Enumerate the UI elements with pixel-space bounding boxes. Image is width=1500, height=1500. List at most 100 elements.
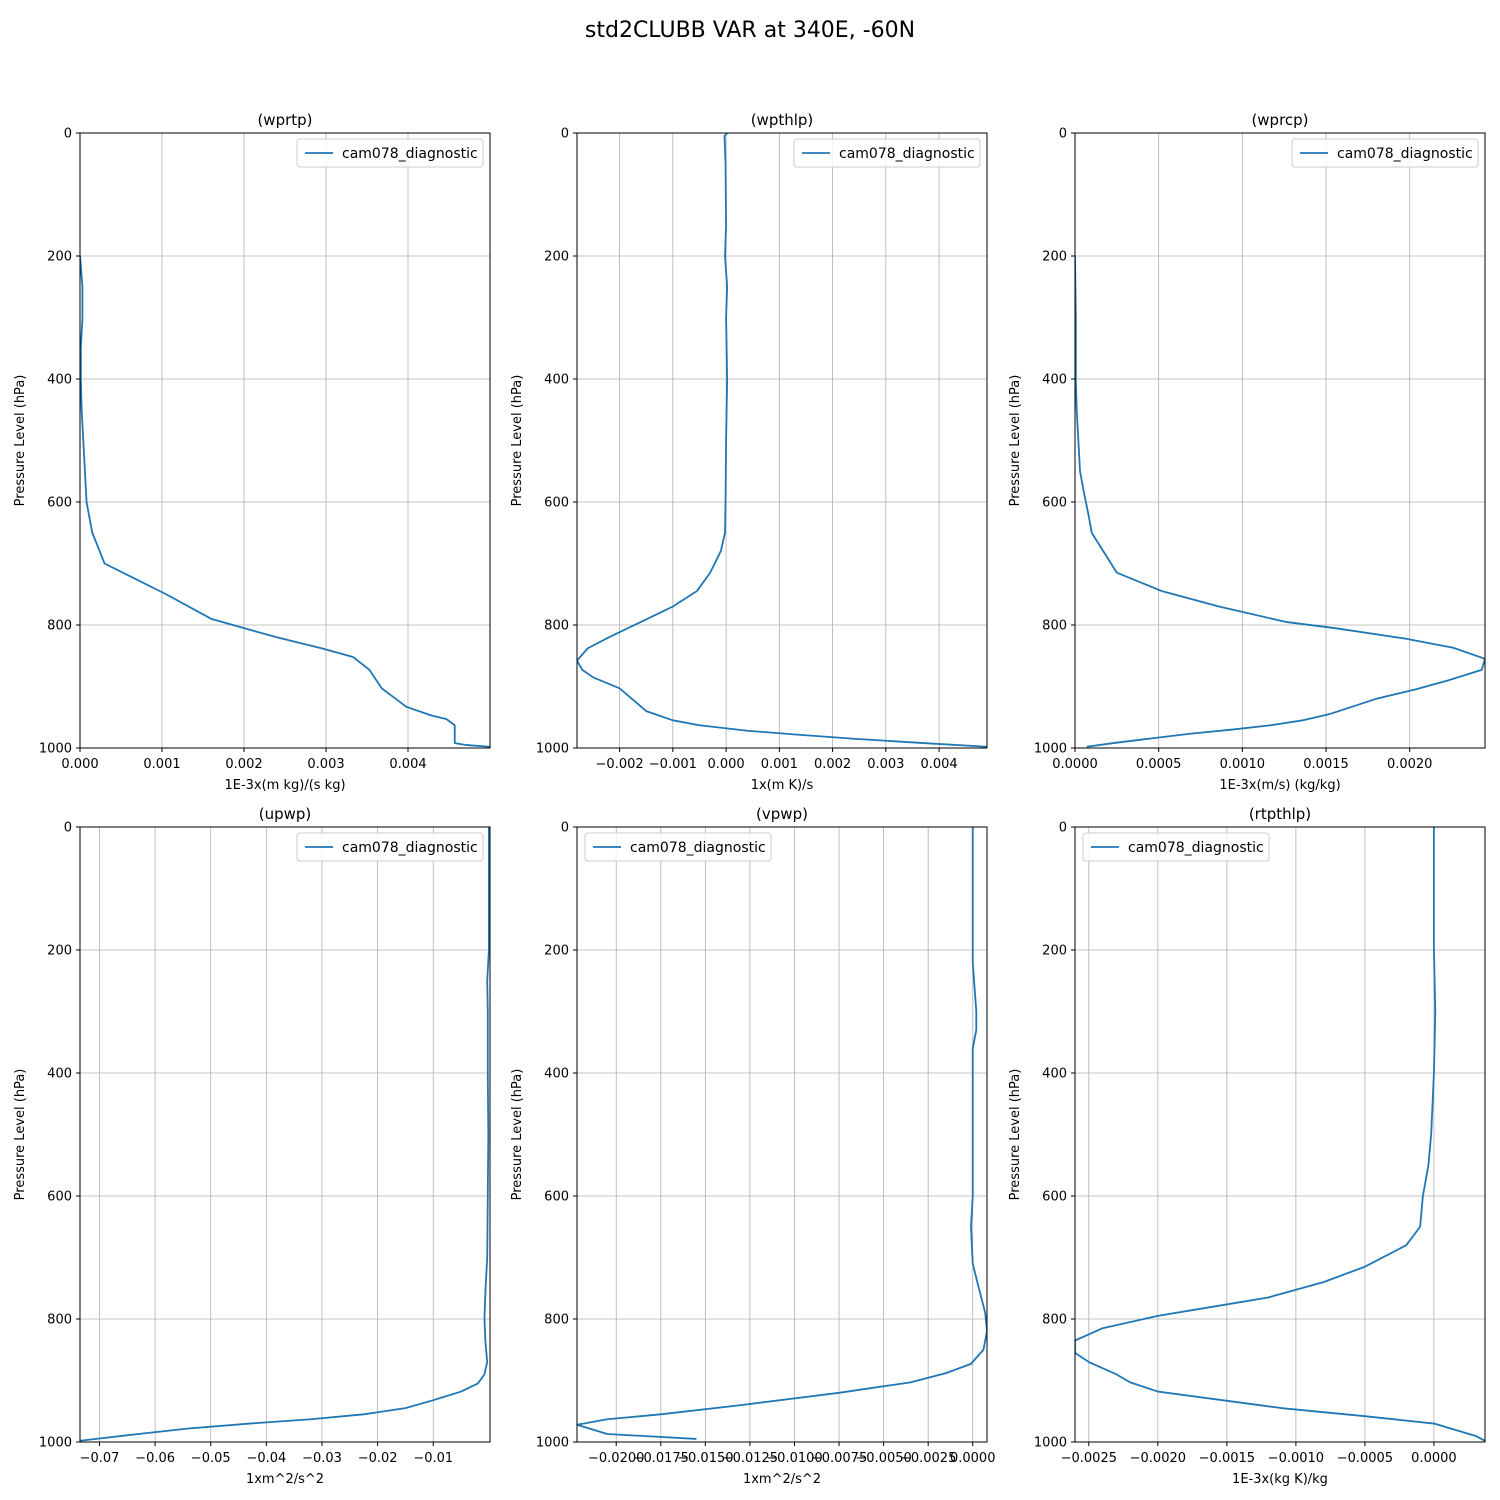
legend-box <box>584 832 772 862</box>
series-line <box>1075 827 1485 1442</box>
y-tick-label: 400 <box>47 373 72 388</box>
legend: cam078_diagnostic <box>1291 138 1479 168</box>
y-tick-label: 600 <box>544 496 569 511</box>
y-tick-label: 600 <box>47 1190 72 1205</box>
x-tick-label: −0.0125 <box>722 1451 778 1466</box>
y-tick-label: 400 <box>1042 1067 1067 1082</box>
x-axis-label: 1xm^2/s^2 <box>743 1472 821 1487</box>
x-tick-label: 0.0005 <box>1136 757 1182 772</box>
x-tick-label: −0.0010 <box>1268 1451 1324 1466</box>
x-tick-label: 0.002 <box>225 757 262 772</box>
axes-frame <box>79 826 491 1443</box>
y-tick-label: 200 <box>47 944 72 959</box>
x-tick-label: 0.000 <box>61 757 98 772</box>
x-tick-label: −0.0005 <box>1337 1451 1393 1466</box>
subplot-title: (vpwp) <box>756 805 808 823</box>
x-tick-label: 0.003 <box>867 757 904 772</box>
legend: cam078_diagnostic <box>584 832 772 862</box>
y-axis-label: Pressure Level (hPa) <box>1008 375 1023 507</box>
y-tick-label: 400 <box>544 373 569 388</box>
legend: cam078_diagnostic <box>296 832 484 862</box>
legend-label: cam078_diagnostic <box>630 840 766 856</box>
y-tick-label: 0 <box>561 127 569 142</box>
subplot-4: −0.07 −0.06 −0.05 −0.04 −0.03 −0.02 −0.01 0 200 4… <box>13 805 491 1487</box>
legend: cam078_diagnostic <box>793 138 981 168</box>
y-tick-label: 800 <box>1042 619 1067 634</box>
y-tick-label: 1000 <box>536 742 569 757</box>
y-tick-label: 0 <box>561 821 569 836</box>
subplot-title: (rtpthlp) <box>1249 805 1311 823</box>
legend-label: cam078_diagnostic <box>839 146 975 162</box>
x-tick-label: 0.0020 <box>1387 757 1433 772</box>
x-tick-label: −0.0200 <box>588 1451 644 1466</box>
x-tick-label: 0.0000 <box>1411 1451 1457 1466</box>
legend-box <box>296 138 484 168</box>
y-tick-label: 600 <box>544 1190 569 1205</box>
x-tick-label: −0.001 <box>649 757 697 772</box>
y-tick-label: 200 <box>47 250 72 265</box>
x-tick-label: 0.000 <box>707 757 744 772</box>
y-tick-label: 800 <box>47 619 72 634</box>
y-tick-label: 600 <box>47 496 72 511</box>
legend-box <box>793 138 981 168</box>
x-tick-label: 0.0010 <box>1220 757 1266 772</box>
x-tick-label: −0.07 <box>80 1451 120 1466</box>
x-tick-label: −0.002 <box>596 757 644 772</box>
legend-label: cam078_diagnostic <box>1128 840 1264 856</box>
y-tick-label: 1000 <box>1034 1436 1067 1451</box>
x-tick-label: −0.01 <box>413 1451 453 1466</box>
y-tick-label: 200 <box>544 250 569 265</box>
subplot-title: (upwp) <box>259 805 312 823</box>
x-tick-label: −0.05 <box>191 1451 231 1466</box>
subplot-3: 0.0000 0.0005 0.0010 0.0015 0.0020 0 200 400 600… <box>1008 111 1486 793</box>
x-tick-label: −0.0100 <box>766 1451 822 1466</box>
axes-frame <box>79 132 491 749</box>
legend-label: cam078_diagnostic <box>1337 146 1473 162</box>
x-tick-label: 0.0000 <box>950 1451 996 1466</box>
y-axis-label: Pressure Level (hPa) <box>510 1069 525 1201</box>
series-line <box>1075 255 1485 748</box>
x-axis-label: 1E-3x(kg K)/kg <box>1232 1472 1328 1487</box>
x-tick-label: −0.03 <box>302 1451 342 1466</box>
series-line <box>80 255 490 748</box>
y-tick-label: 800 <box>1042 1313 1067 1328</box>
x-tick-label: −0.06 <box>135 1451 175 1466</box>
x-tick-label: −0.0020 <box>1130 1451 1186 1466</box>
x-tick-label: −0.0075 <box>811 1451 867 1466</box>
legend-label: cam078_diagnostic <box>342 840 478 856</box>
y-axis-label: Pressure Level (hPa) <box>1008 1069 1023 1201</box>
legend-box <box>1291 138 1479 168</box>
y-tick-label: 0 <box>1059 127 1067 142</box>
x-tick-label: 0.004 <box>389 757 426 772</box>
y-tick-label: 800 <box>47 1313 72 1328</box>
x-tick-label: 0.003 <box>307 757 344 772</box>
x-tick-label: −0.0015 <box>1199 1451 1255 1466</box>
y-tick-label: 1000 <box>536 1436 569 1451</box>
subplot-2: −0.002 −0.001 0.000 0.001 0.002 0.003 0.004 0 20… <box>510 111 988 793</box>
subplot-5: −0.0200−0.0175−0.0150−0.0125−0.0100−0.00… <box>510 805 995 1487</box>
subplot-1: 0.000 0.001 0.002 0.003 0.004 0 200 400 600 800 10… <box>13 111 491 793</box>
y-tick-label: 1000 <box>39 742 72 757</box>
figure-title: std2CLUBB VAR at 340E, -60N <box>585 18 915 43</box>
axes-frame <box>1074 132 1486 749</box>
y-tick-label: 600 <box>1042 496 1067 511</box>
y-tick-label: 800 <box>544 1313 569 1328</box>
x-axis-label: 1E-3x(m/s) (kg/kg) <box>1219 778 1340 793</box>
x-tick-label: −0.0150 <box>677 1451 733 1466</box>
y-tick-label: 0 <box>64 127 72 142</box>
legend: cam078_diagnostic <box>1082 832 1270 862</box>
axes-frame <box>576 132 988 749</box>
axes-frame <box>576 826 988 1443</box>
y-tick-label: 1000 <box>39 1436 72 1451</box>
x-tick-label: −0.0025 <box>900 1451 956 1466</box>
y-tick-label: 400 <box>544 1067 569 1082</box>
legend-box <box>296 832 484 862</box>
x-tick-label: 0.0015 <box>1303 757 1349 772</box>
y-tick-label: 800 <box>544 619 569 634</box>
y-tick-label: 0 <box>64 821 72 836</box>
x-tick-label: 0.004 <box>920 757 957 772</box>
x-axis-label: 1xm^2/s^2 <box>246 1472 324 1487</box>
x-tick-label: 0.001 <box>143 757 180 772</box>
series-line <box>80 827 490 1442</box>
